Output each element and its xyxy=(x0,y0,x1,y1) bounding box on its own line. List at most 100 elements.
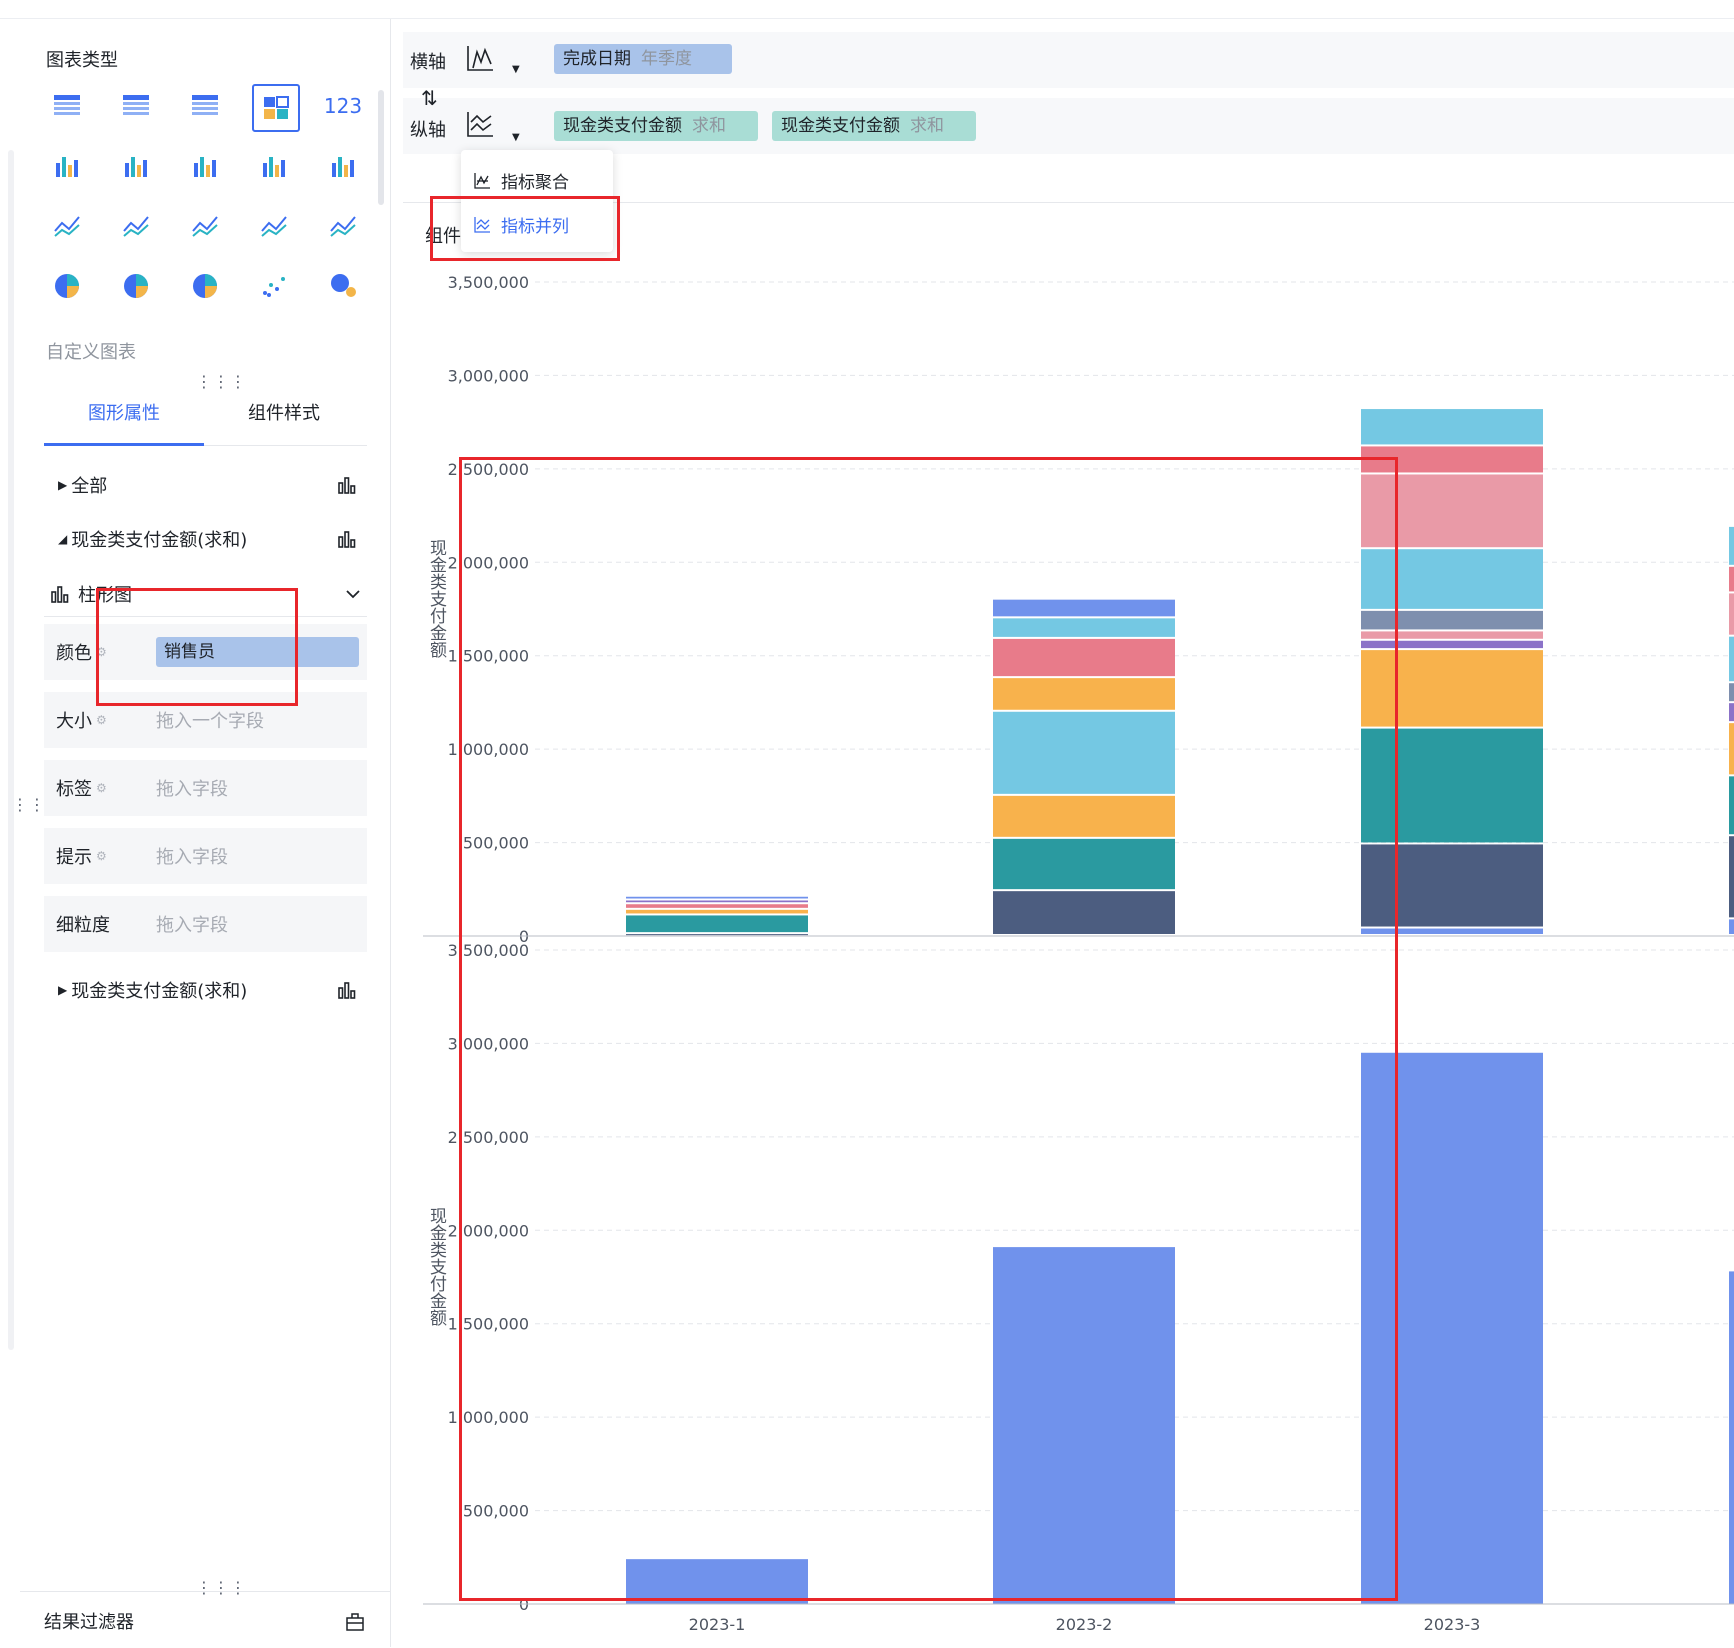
y-tick-label: 2,500,000 xyxy=(448,1128,529,1147)
x-tick-label: 2023-3 xyxy=(1424,1615,1481,1634)
stacked-bar-segment xyxy=(993,599,1175,617)
granularity-drop-placeholder[interactable]: 拖入字段 xyxy=(156,915,228,936)
left-edge-scrollbar[interactable] xyxy=(8,150,14,1350)
bar-chart-icon xyxy=(51,586,69,603)
x-axis-type-icon[interactable] xyxy=(465,44,495,72)
y-field-pill-1[interactable]: 现金类支付金额 求和 xyxy=(554,111,758,141)
top-bar xyxy=(0,0,1734,19)
divider xyxy=(20,1591,390,1592)
chart-kind-select[interactable]: 柱形图 xyxy=(44,572,367,617)
stacked-bar-segment xyxy=(1361,474,1543,548)
x-tick-label: 2023-2 xyxy=(1056,1615,1113,1634)
x-field-pill[interactable]: 完成日期 年季度 xyxy=(554,44,732,74)
column-chart-icon[interactable] xyxy=(183,144,227,188)
menu-item-metric-parallel[interactable]: 指标并列 xyxy=(473,212,569,237)
prop-label-field[interactable]: 标签 ⚙ 拖入字段 xyxy=(44,760,367,816)
waterfall-icon[interactable] xyxy=(321,144,365,188)
stacked-bar-segment-partial xyxy=(1729,776,1734,835)
field-agg: 年季度 xyxy=(641,49,692,69)
label-drop-placeholder[interactable]: 拖入字段 xyxy=(156,779,228,800)
section-resize-handle[interactable]: ⋮⋮⋮ xyxy=(196,1578,247,1597)
tab-graphic-properties[interactable]: 图形属性 xyxy=(44,385,204,446)
area-chart-icon[interactable] xyxy=(252,204,296,248)
y-tick-label: 2,500,000 xyxy=(448,460,529,479)
tree-item-metric-2[interactable]: ▶ 现金类支付金额(求和) xyxy=(44,968,367,1012)
tree-item-all[interactable]: ▶ 全部 xyxy=(44,463,367,507)
y-axis-type-icon[interactable] xyxy=(465,110,495,138)
caret-down-icon: ◢ xyxy=(58,532,68,546)
panel-resize-handle[interactable]: ⋮⋮ xyxy=(12,795,46,814)
field-name: 现金类支付金额 xyxy=(563,116,682,136)
gear-icon[interactable]: ⚙ xyxy=(96,645,107,659)
stacked-bar-segment-partial xyxy=(1729,919,1734,934)
scatter-icon[interactable] xyxy=(252,264,296,308)
stacked-bar-segment-partial xyxy=(1729,683,1734,702)
tooltip-drop-placeholder[interactable]: 拖入字段 xyxy=(156,847,228,868)
stacked-bar-segment xyxy=(993,891,1175,934)
kpi-number-icon[interactable]: 123 xyxy=(323,94,363,118)
tab-component-style[interactable]: 组件样式 xyxy=(248,403,320,424)
summary-table-icon[interactable] xyxy=(114,84,158,128)
y-tick-label: 500,000 xyxy=(463,1502,529,1521)
panel-scrollbar[interactable] xyxy=(378,90,384,205)
prop-color[interactable]: 颜色 ⚙ 销售员 xyxy=(44,624,367,680)
multi-series-bar-icon[interactable] xyxy=(114,144,158,188)
dashboard-combo-icon[interactable] xyxy=(252,84,300,132)
size-drop-placeholder[interactable]: 拖入一个字段 xyxy=(156,711,264,732)
radar-chart-icon[interactable] xyxy=(183,204,227,248)
prop-size[interactable]: 大小 ⚙ 拖入一个字段 xyxy=(44,692,367,748)
custom-chart-label[interactable]: 自定义图表 xyxy=(46,342,136,363)
stacked-bar-segment xyxy=(626,934,808,936)
field-agg: 求和 xyxy=(692,116,726,136)
prop-label: 提示 xyxy=(56,847,92,868)
stacked-bar-segment xyxy=(1361,446,1543,473)
chevron-down-icon[interactable] xyxy=(345,588,361,600)
y-field-pill-2[interactable]: 现金类支付金额 求和 xyxy=(772,111,976,141)
gear-icon[interactable]: ⚙ xyxy=(96,849,107,863)
chart-kind-label: 柱形图 xyxy=(78,585,132,606)
stacked-bar-segment-partial xyxy=(1729,526,1734,565)
gauge-icon[interactable] xyxy=(321,204,365,248)
pie-chart-icon[interactable] xyxy=(45,264,89,308)
stacked-bar-segment xyxy=(1361,928,1543,934)
bubble-icon[interactable] xyxy=(321,264,365,308)
stacked-bar-segment-partial xyxy=(1729,566,1734,592)
prop-granularity[interactable]: 细粒度 拖入字段 xyxy=(44,896,367,952)
line-chart-icon xyxy=(474,172,490,189)
color-field-pill[interactable]: 销售员 xyxy=(156,637,359,667)
bar-chart-icon xyxy=(338,531,356,548)
stacked-bar-segment xyxy=(626,904,808,908)
stacked-bar-segment-partial xyxy=(1729,723,1734,775)
tree-item-label: 现金类支付金额(求和) xyxy=(71,530,248,551)
section-resize-handle[interactable]: ⋮⋮⋮ xyxy=(196,372,247,391)
x-tick-label: 2023-1 xyxy=(689,1615,746,1634)
tree-item-metric-1[interactable]: ◢ 现金类支付金额(求和) xyxy=(44,517,367,561)
stacked-bar-segment xyxy=(626,896,808,899)
caret-down-icon[interactable]: ▼ xyxy=(512,64,520,75)
y-axis-label: 纵轴 xyxy=(410,120,446,141)
tree-item-label: 全部 xyxy=(71,476,108,497)
field-name: 完成日期 xyxy=(563,49,631,69)
result-filter-title: 结果过滤器 xyxy=(44,1612,134,1633)
grouped-table-bar-icon[interactable] xyxy=(45,144,89,188)
prop-label: 大小 xyxy=(56,711,92,732)
table-icon[interactable] xyxy=(45,84,89,128)
swap-axes-icon[interactable]: ⇅ xyxy=(421,86,438,110)
line-chart-icon[interactable] xyxy=(45,204,89,248)
horizontal-bar-icon[interactable] xyxy=(252,144,296,188)
filter-panel-icon[interactable] xyxy=(345,1612,365,1632)
stacked-bar-segment xyxy=(993,838,1175,890)
rose-pie-icon[interactable] xyxy=(114,264,158,308)
detail-table-icon[interactable] xyxy=(183,84,227,128)
bar xyxy=(626,1559,808,1604)
prop-tooltip[interactable]: 提示 ⚙ 拖入字段 xyxy=(44,828,367,884)
stacked-bar-segment xyxy=(626,900,808,903)
menu-item-label: 指标聚合 xyxy=(501,173,569,193)
donut-chart-icon[interactable] xyxy=(183,264,227,308)
field-name: 现金类支付金额 xyxy=(781,116,900,136)
menu-item-metric-aggregate[interactable]: 指标聚合 xyxy=(473,168,569,193)
gear-icon[interactable]: ⚙ xyxy=(96,781,107,795)
gear-icon[interactable]: ⚙ xyxy=(96,713,107,727)
caret-down-icon[interactable]: ▼ xyxy=(512,132,520,143)
radar-cross-icon[interactable] xyxy=(114,204,158,248)
